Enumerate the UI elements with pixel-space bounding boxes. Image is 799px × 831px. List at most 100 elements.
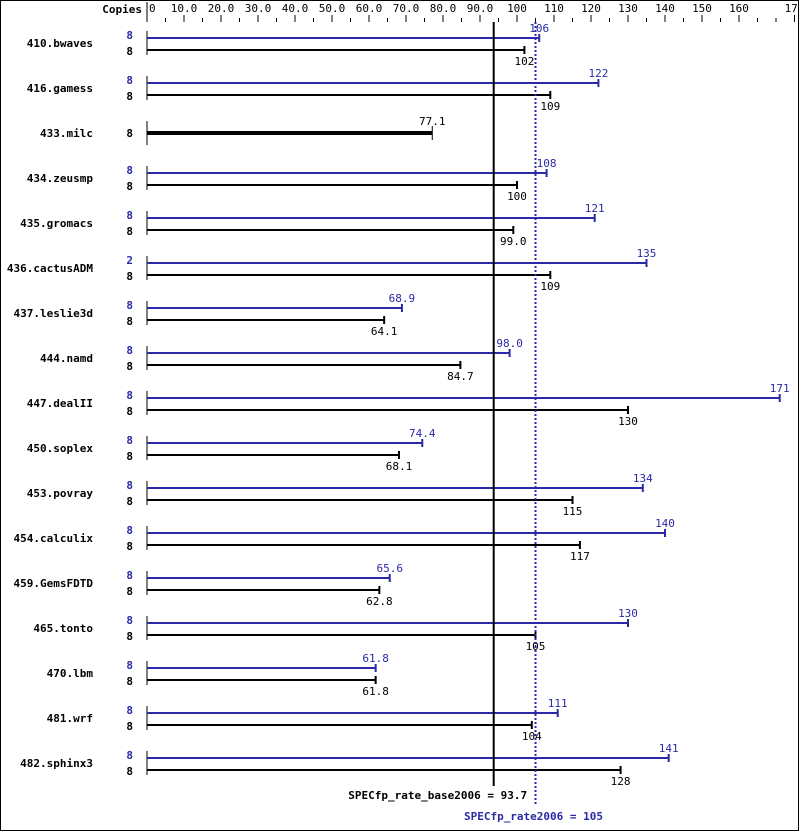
base-value-label: 104 — [522, 730, 542, 743]
peak-bar — [147, 442, 423, 444]
tick-label: 40.0 — [282, 2, 309, 15]
peak-bar — [147, 397, 780, 399]
benchmark-name: 459.GemsFDTD — [14, 577, 94, 590]
benchmark-name: 465.tonto — [33, 622, 93, 635]
tick-label: 80.0 — [430, 2, 457, 15]
base-value-label: 109 — [540, 100, 560, 113]
tick-label: 130 — [618, 2, 638, 15]
peak-copies: 8 — [126, 749, 133, 762]
base-copies: 8 — [126, 630, 133, 643]
base-bar — [147, 131, 433, 135]
peak-value-label: 98.0 — [496, 337, 523, 350]
peak-copies: 8 — [126, 29, 133, 42]
base-bar — [147, 544, 580, 546]
base-bar — [147, 634, 536, 636]
peak-copies: 8 — [126, 659, 133, 672]
peak-copies: 8 — [126, 299, 133, 312]
base-copies: 8 — [126, 540, 133, 553]
base-bar — [147, 769, 621, 771]
peak-summary-label: SPECfp_rate2006 = 105 — [464, 810, 603, 823]
base-value-label: 102 — [514, 55, 534, 68]
tick-label: 50.0 — [319, 2, 346, 15]
peak-bar — [147, 667, 376, 669]
base-value-label: 61.8 — [362, 685, 389, 698]
base-copies: 8 — [126, 495, 133, 508]
peak-value-label: 122 — [588, 67, 608, 80]
peak-value-label: 171 — [770, 382, 790, 395]
peak-bar — [147, 262, 647, 264]
peak-value-label: 134 — [633, 472, 653, 485]
benchmark-name: 481.wrf — [47, 712, 93, 725]
peak-copies: 8 — [126, 164, 133, 177]
peak-value-label: 141 — [659, 742, 679, 755]
benchmark-name: 482.sphinx3 — [20, 757, 93, 770]
peak-bar — [147, 532, 665, 534]
base-copies: 8 — [126, 360, 133, 373]
base-value-label: 84.7 — [447, 370, 474, 383]
benchmark-name: 410.bwaves — [27, 37, 93, 50]
base-summary-label: SPECfp_rate_base2006 = 93.7 — [348, 789, 527, 802]
tick-label: 110 — [544, 2, 564, 15]
benchmark-name: 453.povray — [27, 487, 94, 500]
base-copies: 8 — [126, 765, 133, 778]
tick-label: 60.0 — [356, 2, 383, 15]
tick-label: 70.0 — [393, 2, 420, 15]
tick-label: 150 — [692, 2, 712, 15]
tick-label: 10.0 — [171, 2, 198, 15]
peak-value-label: 111 — [548, 697, 568, 710]
base-copies: 8 — [126, 225, 133, 238]
base-value-label: 64.1 — [371, 325, 398, 338]
peak-value-label: 108 — [537, 157, 557, 170]
peak-value-label: 65.6 — [376, 562, 403, 575]
base-copies: 8 — [126, 180, 133, 193]
base-copies: 8 — [126, 270, 133, 283]
peak-bar — [147, 217, 595, 219]
peak-copies: 8 — [126, 74, 133, 87]
base-copies: 8 — [126, 405, 133, 418]
peak-bar — [147, 757, 669, 759]
base-bar — [147, 184, 517, 186]
peak-value-label: 61.8 — [362, 652, 389, 665]
tick-label: 0 — [149, 2, 156, 15]
base-bar — [147, 589, 380, 591]
base-value-label: 109 — [540, 280, 560, 293]
base-value-label: 99.0 — [500, 235, 527, 248]
tick-label: 160 — [729, 2, 749, 15]
peak-value-label: 74.4 — [409, 427, 436, 440]
peak-value-label: 121 — [585, 202, 605, 215]
benchmark-name: 444.namd — [40, 352, 93, 365]
base-bar — [147, 49, 525, 51]
peak-bar — [147, 577, 390, 579]
base-bar — [147, 229, 514, 231]
tick-label: 100 — [507, 2, 527, 15]
axis-label: Copies — [102, 3, 142, 16]
base-copies: 8 — [126, 675, 133, 688]
base-value-label: 130 — [618, 415, 638, 428]
benchmark-name: 437.leslie3d — [14, 307, 93, 320]
base-value-label: 117 — [570, 550, 590, 563]
base-bar — [147, 364, 461, 366]
peak-copies: 8 — [126, 389, 133, 402]
tick-label: 140 — [655, 2, 675, 15]
benchmark-name: 433.milc — [40, 127, 93, 140]
tick-label: 30.0 — [245, 2, 272, 15]
base-bar — [147, 94, 551, 96]
base-copies: 8 — [126, 90, 133, 103]
benchmark-name: 434.zeusmp — [27, 172, 94, 185]
benchmark-name: 450.soplex — [27, 442, 94, 455]
benchmark-name: 435.gromacs — [20, 217, 93, 230]
base-bar — [147, 274, 551, 276]
benchmark-name: 416.gamess — [27, 82, 93, 95]
tick-label: 90.0 — [467, 2, 494, 15]
base-copies: 8 — [126, 315, 133, 328]
base-value-label: 68.1 — [386, 460, 413, 473]
peak-value-label: 106 — [529, 22, 549, 35]
peak-copies: 8 — [126, 479, 133, 492]
peak-value-label: 140 — [655, 517, 675, 530]
base-value-label: 115 — [563, 505, 583, 518]
base-bar — [147, 454, 399, 456]
benchmark-name: 447.dealII — [27, 397, 93, 410]
peak-copies: 8 — [126, 209, 133, 222]
